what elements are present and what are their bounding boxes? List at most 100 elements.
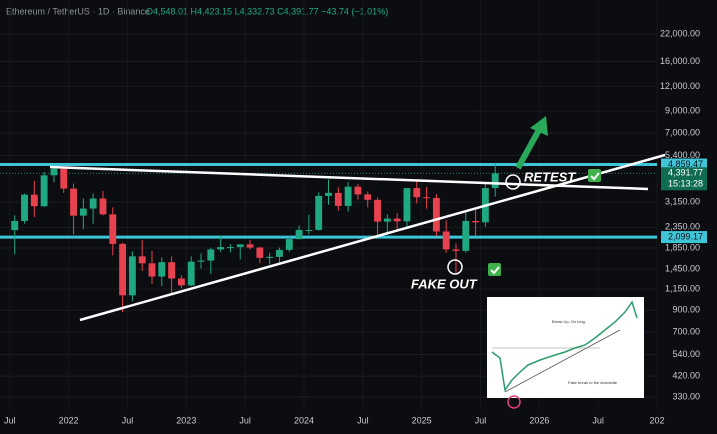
candle-body: [383, 218, 391, 222]
last-price-label: 4,391.77: [668, 168, 703, 178]
candle-body: [11, 220, 19, 231]
candle-body: [315, 195, 323, 230]
candle-body: [413, 188, 421, 198]
check-mark: [590, 172, 600, 181]
candle-body: [99, 198, 107, 215]
y-tick-label: 7,000.00: [665, 127, 700, 137]
candle-body: [393, 218, 401, 222]
fakeout-label: FAKE OUT: [411, 276, 478, 291]
candle-body: [344, 186, 352, 206]
candle-body: [40, 175, 48, 207]
inset-label: Fake break to the downside: [568, 380, 618, 385]
y-tick-label: 9,000.00: [665, 106, 700, 116]
inset-line: [504, 329, 621, 393]
fakeout-circle: [447, 259, 463, 275]
retest-label: RETEST: [524, 169, 576, 184]
candle-body: [442, 231, 450, 250]
y-tick-label: 1,150.00: [665, 283, 700, 293]
candle-body: [423, 197, 430, 199]
x-tick-label: Jul: [592, 415, 604, 425]
y-tick-label: 900.00: [672, 305, 700, 315]
candle-body: [60, 168, 68, 189]
y-tick-label: 12,000.00: [660, 81, 700, 91]
level-label: 4,859.47: [668, 159, 703, 169]
x-tick-label: Jul: [239, 415, 251, 425]
y-tick-label: 1,450.00: [665, 263, 700, 273]
candle-body: [50, 168, 58, 176]
inset-image: Break Up, Go long Fake break to the down…: [487, 297, 644, 409]
x-tick-label: 2022: [59, 415, 79, 425]
candle-body: [158, 262, 166, 277]
candle-body: [168, 262, 176, 279]
y-tick-label: 2,350.00: [665, 222, 700, 232]
candle-body: [177, 278, 185, 286]
candle-body: [374, 199, 381, 222]
candle-body: [21, 194, 28, 221]
y-tick-label: 16,000.00: [660, 56, 700, 66]
candle-body: [364, 194, 372, 200]
candle-body: [227, 247, 234, 249]
candle-body: [187, 261, 195, 286]
last-price-box: [661, 167, 707, 191]
level-label-box: [661, 231, 707, 244]
y-tick-label: 540.00: [672, 349, 700, 359]
x-tick-label: 2025: [412, 415, 432, 425]
candle-body: [138, 256, 146, 264]
candle-body: [79, 208, 87, 216]
x-tick-label: 2023: [176, 415, 196, 425]
candle-body: [285, 239, 293, 250]
y-tick-label: 700.00: [672, 326, 700, 336]
candle-body: [128, 256, 136, 296]
y-tick-label: 1,850.00: [665, 242, 700, 252]
retest-circle: [505, 174, 521, 190]
inset-label: Break Up, Go long: [552, 319, 585, 324]
candle-body: [207, 249, 215, 261]
x-tick-label: 2026: [529, 415, 549, 425]
candle-body: [246, 244, 254, 248]
y-tick-label: 420.00: [672, 371, 700, 381]
up-arrow-head: [530, 116, 548, 136]
candle-body: [305, 229, 313, 231]
candle-body: [276, 249, 283, 257]
candle-body: [119, 243, 127, 296]
x-tick-label: 202: [649, 415, 664, 425]
countdown-label: 15:13:28: [668, 179, 703, 189]
candle-body: [256, 247, 264, 258]
check-mark: [490, 266, 500, 275]
candle-body: [325, 192, 332, 196]
up-arrow-shaft: [515, 126, 543, 170]
candle-body: [432, 197, 440, 232]
falling-trendline: [49, 165, 649, 191]
ohlc-header: O4,548.01 H4,423.15 L4,332.73 C4,391.77 …: [146, 6, 388, 16]
candle-body: [266, 256, 274, 258]
y-tick-label: 3,150.00: [665, 196, 700, 206]
candle-body: [89, 198, 97, 209]
x-tick-label: Jul: [357, 415, 369, 425]
candle-body: [295, 229, 303, 240]
symbol-header: Ethereum / TetherUS · 1D · Binance: [6, 6, 150, 16]
candle-body: [491, 173, 499, 189]
x-tick-label: Jul: [122, 415, 134, 425]
y-tick-label: 5,400.00: [665, 150, 700, 160]
rising-trendline: [79, 153, 666, 322]
level-label: 2,099.17: [668, 231, 703, 241]
y-tick-label: 22,000.00: [660, 28, 700, 38]
candle-body: [148, 263, 156, 277]
candle-body: [30, 194, 38, 207]
check-box: [488, 263, 501, 276]
inset-background: [487, 297, 644, 398]
candle-body: [70, 188, 77, 216]
candle-body: [236, 244, 244, 248]
x-tick-label: 2024: [294, 415, 314, 425]
candle-body: [354, 186, 362, 195]
check-box: [588, 169, 601, 182]
candle-body: [472, 220, 480, 223]
inset-circle: [507, 395, 521, 409]
candle-body: [197, 260, 205, 262]
candle-body: [403, 188, 411, 222]
x-tick-label: Jul: [4, 415, 16, 425]
candle-body: [462, 220, 470, 251]
candle-body: [217, 247, 225, 250]
inset-price: [491, 300, 638, 392]
